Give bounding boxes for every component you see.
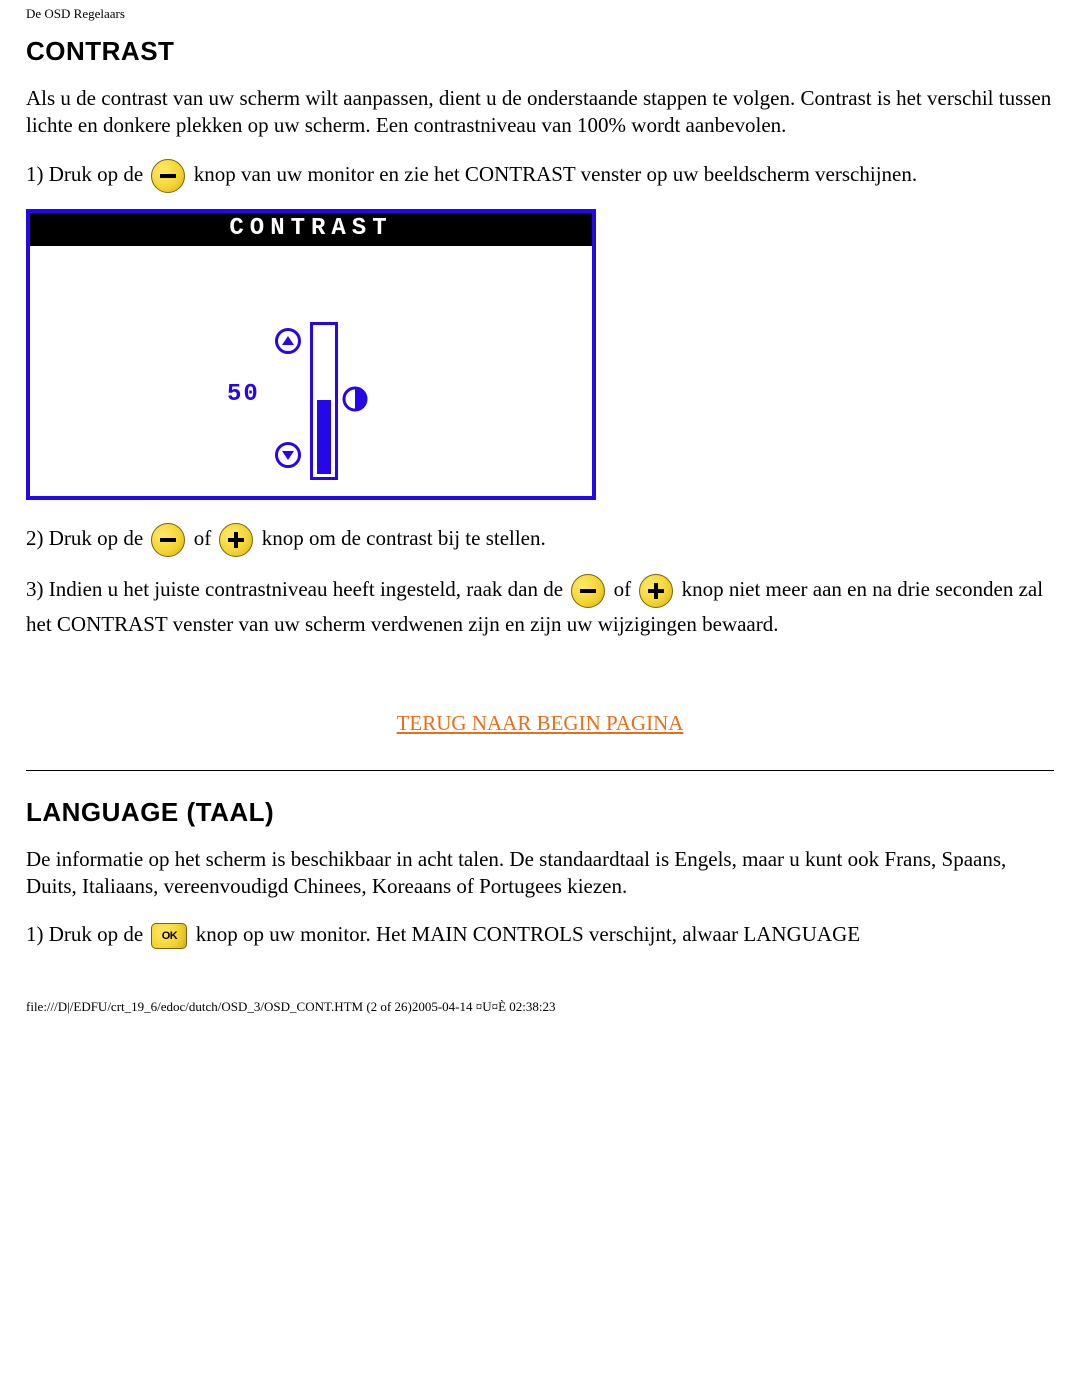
plus-button-icon bbox=[219, 523, 253, 557]
step1-text-b: knop van uw monitor en zie het CONTRAST … bbox=[194, 162, 917, 186]
back-to-top-link[interactable]: TERUG NAAR BEGIN PAGINA bbox=[26, 711, 1054, 736]
osd-window: CONTRAST 50 bbox=[26, 209, 596, 500]
osd-down-arrow-icon bbox=[275, 442, 301, 468]
page-footer: file:///D|/EDFU/crt_19_6/edoc/dutch/OSD_… bbox=[0, 967, 1080, 1023]
minus-button-icon bbox=[151, 523, 185, 557]
contrast-intro: Als u de contrast van uw scherm wilt aan… bbox=[26, 85, 1054, 140]
step2-text-c: knop om de contrast bij te stellen. bbox=[262, 526, 546, 550]
step3-text-b: of bbox=[614, 577, 632, 601]
plus-button-icon bbox=[639, 574, 673, 608]
osd-value-label: 50 bbox=[227, 381, 260, 408]
contrast-half-circle-icon bbox=[342, 386, 368, 412]
content-area: CONTRAST Als u de contrast van uw scherm… bbox=[0, 36, 1080, 736]
step1-text-a: 1) Druk op de bbox=[26, 162, 143, 186]
minus-button-icon bbox=[571, 574, 605, 608]
lang-step1-text-a: 1) Druk op de bbox=[26, 922, 143, 946]
footer-line: file:///D|/EDFU/crt_19_6/edoc/dutch/OSD_… bbox=[26, 999, 556, 1014]
language-intro: De informatie op het scherm is beschikba… bbox=[26, 846, 1054, 901]
language-heading: LANGUAGE (TAAL) bbox=[26, 797, 1054, 828]
page-header-title: De OSD Regelaars bbox=[26, 6, 125, 21]
contrast-step-3: 3) Indien u het juiste contrastniveau he… bbox=[26, 573, 1054, 641]
step2-text-b: of bbox=[194, 526, 212, 550]
step2-text-a: 2) Druk op de bbox=[26, 526, 143, 550]
osd-up-arrow-icon bbox=[275, 328, 301, 354]
contrast-heading: CONTRAST bbox=[26, 36, 1054, 67]
page-header: De OSD Regelaars bbox=[0, 0, 1080, 22]
language-section: LANGUAGE (TAAL) De informatie op het sch… bbox=[0, 797, 1080, 951]
contrast-step-1: 1) Druk op de knop van uw monitor en zie… bbox=[26, 158, 1054, 193]
osd-bar bbox=[310, 322, 338, 480]
step3-text-a: 3) Indien u het juiste contrastniveau he… bbox=[26, 577, 563, 601]
osd-body: 50 bbox=[30, 246, 592, 496]
osd-titlebar: CONTRAST bbox=[30, 213, 592, 246]
contrast-step-2: 2) Druk op de of knop om de contrast bij… bbox=[26, 522, 1054, 557]
language-step-1: 1) Druk op de OK knop op uw monitor. Het… bbox=[26, 918, 1054, 951]
ok-button-icon: OK bbox=[151, 923, 187, 949]
section-divider bbox=[26, 770, 1054, 771]
osd-bar-fill bbox=[317, 400, 331, 474]
minus-button-icon bbox=[151, 159, 185, 193]
lang-step1-text-b: knop op uw monitor. Het MAIN CONTROLS ve… bbox=[196, 922, 860, 946]
